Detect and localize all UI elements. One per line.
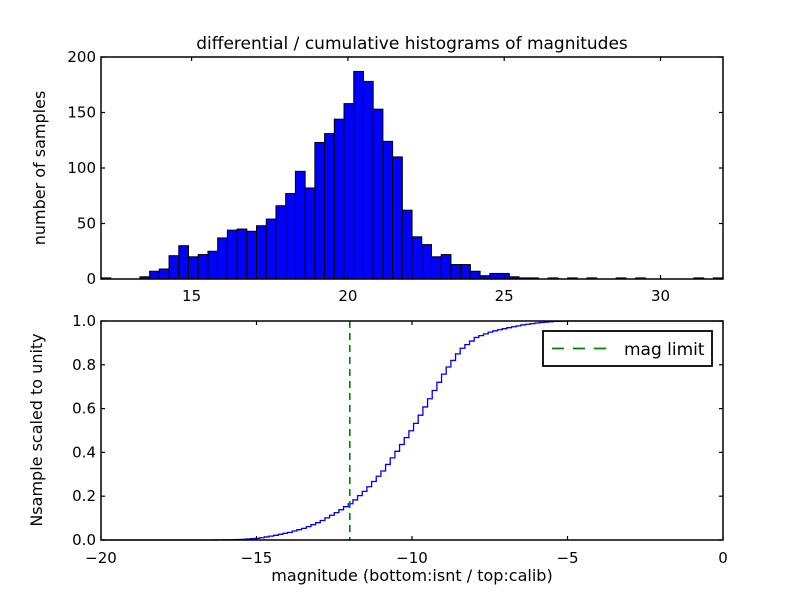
x-tick-label: −20 xyxy=(85,549,117,567)
hist-bar xyxy=(324,133,335,280)
hist-bar xyxy=(460,264,471,280)
hist-bar xyxy=(178,245,189,280)
hist-bar xyxy=(314,141,326,280)
y-tick-label: 0.2 xyxy=(72,487,96,505)
y-tick-label: 0.0 xyxy=(72,531,96,549)
hist-bar xyxy=(333,118,345,280)
axes-frames xyxy=(100,56,724,541)
hist-bar xyxy=(168,255,180,280)
y-tick-label: 0.4 xyxy=(72,443,96,461)
legend xyxy=(542,330,713,367)
hist-bar xyxy=(217,237,228,280)
hist-bar xyxy=(226,229,238,280)
y-tick-label: 0 xyxy=(86,270,96,288)
x-tick-label: −15 xyxy=(241,549,273,567)
top-axes-frame xyxy=(100,56,724,280)
figure-title: differential / cumulative histograms of … xyxy=(196,34,628,54)
hist-bar xyxy=(246,230,258,280)
bottom-cumulative-curve-group xyxy=(101,320,723,541)
hist-bar xyxy=(343,103,355,280)
hist-bar xyxy=(372,108,384,280)
y-tick-label: 200 xyxy=(67,48,96,66)
bottom-ylabel: Nsample scaled to unity xyxy=(27,333,46,526)
hist-bar xyxy=(353,70,364,280)
hist-bar xyxy=(421,244,432,280)
x-tick-label: 15 xyxy=(182,287,201,305)
hist-bar xyxy=(294,170,306,280)
hist-bar xyxy=(450,264,462,280)
x-tick-label: 0 xyxy=(718,549,728,567)
x-tick-label: −10 xyxy=(396,549,428,567)
y-tick-label: 0.6 xyxy=(72,400,96,418)
hist-bar xyxy=(411,236,423,280)
y-tick-label: 0.8 xyxy=(72,356,96,374)
x-tick-label: 20 xyxy=(338,287,357,305)
hist-bar xyxy=(489,272,501,280)
top-histogram-bars xyxy=(100,70,724,280)
hist-bar xyxy=(158,268,170,280)
top-ylabel: number of samples xyxy=(30,91,49,246)
hist-bar xyxy=(275,205,287,280)
hist-bar xyxy=(149,270,160,280)
x-tick-label: 25 xyxy=(495,287,514,305)
hist-bar xyxy=(187,256,199,280)
cumulative-curve xyxy=(101,320,723,541)
hist-bar xyxy=(285,193,296,280)
hist-bar xyxy=(265,218,277,280)
y-tick-label: 50 xyxy=(77,215,96,233)
hist-bar xyxy=(362,80,374,280)
hist-bar xyxy=(236,228,248,280)
y-tick-label: 1.0 xyxy=(72,312,96,330)
legend-label: mag limit xyxy=(624,340,705,360)
hist-bar xyxy=(256,225,267,280)
hist-bar xyxy=(197,254,209,280)
hist-bar xyxy=(440,254,452,280)
hist-bar xyxy=(207,250,219,280)
bottom-xlabel: magnitude (bottom:isnt / top:calib) xyxy=(271,566,552,585)
hist-bar xyxy=(382,140,394,280)
legend-box xyxy=(542,330,713,367)
y-tick-label: 100 xyxy=(67,159,96,177)
x-tick-label: 30 xyxy=(651,287,670,305)
x-tick-label: −5 xyxy=(556,549,578,567)
hist-bar xyxy=(401,209,413,280)
hist-bar xyxy=(304,187,316,280)
bottom-axes-frame xyxy=(100,320,724,541)
axis-tick-labels: 15 20 25 30 0 50 100 150 200 −20 −15 −10 −5 0 0.0 0.2 0.… xyxy=(67,48,727,567)
y-tick-label: 150 xyxy=(67,104,96,122)
hist-bar xyxy=(431,256,442,280)
hist-bar xyxy=(469,270,481,280)
hist-bar xyxy=(392,156,403,280)
